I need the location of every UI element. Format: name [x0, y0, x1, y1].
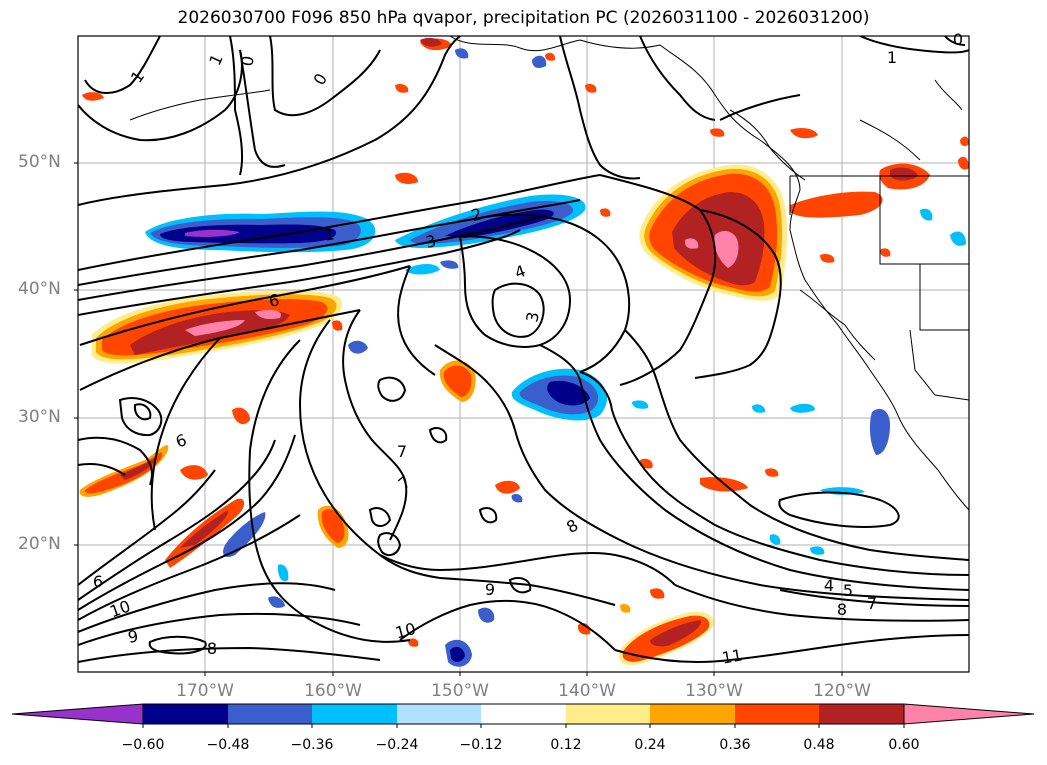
- colorbar-tick: 0.12: [550, 737, 582, 753]
- contour-label: 1: [322, 224, 335, 244]
- gridlines: [78, 36, 969, 672]
- qvapor-contours: [78, 36, 969, 663]
- contour-label: 10: [393, 619, 418, 643]
- contour-label: 6: [93, 572, 103, 591]
- colorbar-tick: 0.48: [803, 737, 835, 753]
- lat-label-40n: 40°N: [18, 279, 61, 299]
- lon-label-120w: 120°W: [813, 681, 871, 701]
- lon-label-130w: 130°W: [685, 681, 743, 701]
- coastlines: [129, 36, 969, 511]
- colorbar-tick: −0.60: [121, 737, 165, 753]
- contour-label: 6: [267, 290, 280, 310]
- contour-label: 3: [424, 231, 438, 252]
- colorbar-extend-high: [903, 703, 1035, 725]
- contour-label: 11: [720, 645, 743, 667]
- lon-label-170w: 170°W: [176, 681, 234, 701]
- colorbar-extend-low: [11, 703, 144, 725]
- contour-label: 0: [237, 54, 257, 67]
- contour-label: 1: [887, 48, 897, 67]
- contour-label: 5: [843, 581, 853, 600]
- colorbar-tick: −0.12: [459, 737, 503, 753]
- map-frame: [77, 35, 970, 673]
- lon-label-150w: 150°W: [431, 681, 489, 701]
- colorbar-tick: −0.48: [206, 737, 250, 753]
- map-title: 2026030700 F096 850 hPa qvapor, precipit…: [177, 8, 870, 28]
- contour-label: 9: [126, 626, 139, 646]
- contour-label: 3: [522, 310, 542, 323]
- colorbar-tick: −0.36: [290, 737, 334, 753]
- lon-label-140w: 140°W: [558, 681, 616, 701]
- lat-label-20n: 20°N: [18, 534, 61, 554]
- colorbar-tick: −0.24: [375, 737, 419, 753]
- contour-label: 7: [397, 442, 407, 461]
- positive-precip-areas: [79, 37, 969, 666]
- negative-precip-areas: [145, 48, 966, 667]
- contour-label: 8: [207, 639, 217, 658]
- contour-label: 8: [837, 600, 847, 619]
- colorbar: [11, 703, 1035, 728]
- contour-label: 7: [867, 594, 877, 613]
- colorbar-tick: 0.60: [888, 737, 920, 753]
- colorbar-tick: 0.36: [719, 737, 751, 753]
- colorbar-tick: 0.24: [634, 737, 666, 753]
- contour-label: 2: [469, 204, 484, 225]
- contour-label: 4: [824, 576, 834, 595]
- contour-label: 9: [485, 580, 495, 599]
- lat-label-30n: 30°N: [18, 407, 61, 427]
- contour-label: 0: [953, 30, 963, 49]
- lon-label-160w: 160°W: [304, 681, 362, 701]
- lat-label-50n: 50°N: [18, 152, 61, 172]
